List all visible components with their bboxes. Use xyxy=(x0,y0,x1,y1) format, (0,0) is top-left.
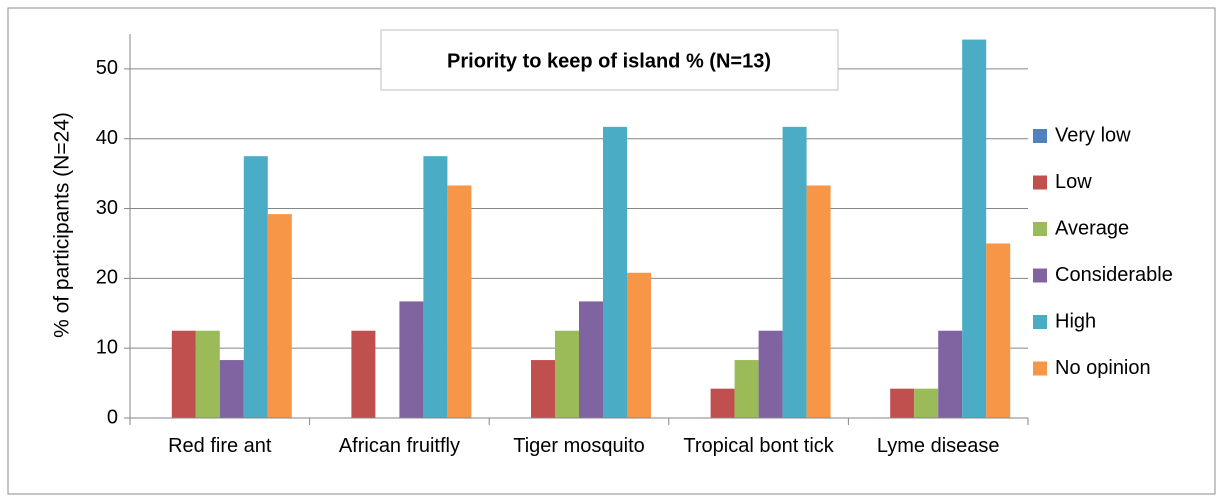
bar-low-lyme-disease xyxy=(890,388,915,418)
bar-low-tiger-mosquito xyxy=(531,360,555,418)
bar-considerable-red-fire-ant xyxy=(219,360,244,418)
x-tick-labels: Red fire ant African fruitfly Tiger mosqui… xyxy=(168,435,999,457)
y-tick-label: 50 xyxy=(96,57,118,79)
x-tick-label: Tiger mosquito xyxy=(513,435,645,457)
legend-swatch xyxy=(1033,315,1047,329)
y-tick-label: 30 xyxy=(96,197,118,219)
legend-label: High xyxy=(1055,310,1096,332)
legend-label: Low xyxy=(1055,171,1092,193)
bar-considerable-african-fruitfly xyxy=(399,301,424,418)
bar-high-tiger-mosquito xyxy=(603,126,627,418)
bar-high-red-fire-ant xyxy=(243,156,268,418)
bar-high-tropical-bont-tick xyxy=(782,126,807,418)
legend-swatch xyxy=(1033,361,1047,376)
x-tick-label: Red fire ant xyxy=(168,435,272,457)
legend-label: Very low xyxy=(1055,124,1131,146)
bar-average-tropical-bont-tick xyxy=(734,360,759,418)
legend-label: No opinion xyxy=(1055,357,1151,379)
y-tick-label: 40 xyxy=(96,127,118,149)
bar-no-opinion-tropical-bont-tick xyxy=(806,185,831,418)
bar-high-african-fruitfly xyxy=(423,156,448,418)
axes xyxy=(124,34,1029,425)
bar-low-tropical-bont-tick xyxy=(710,388,735,418)
chart-title-box: Priority to keep of island % (N=13) xyxy=(380,29,839,91)
legend-label: Considerable xyxy=(1055,264,1173,286)
legend: Very low Low Average Considerable High No opi… xyxy=(1033,124,1173,379)
bar-no-opinion-tiger-mosquito xyxy=(627,272,651,418)
legend-swatch xyxy=(1033,268,1047,283)
bar-low-african-fruitfly xyxy=(351,330,376,418)
x-tick-label: Lyme disease xyxy=(877,435,1000,457)
y-axis-label: % of participants (N=24) xyxy=(51,112,74,338)
y-tick-label: 10 xyxy=(96,336,118,358)
y-tick-label: 20 xyxy=(96,267,118,289)
bar-low-red-fire-ant xyxy=(171,330,196,418)
bar-average-lyme-disease xyxy=(914,388,939,418)
bar-high-lyme-disease xyxy=(962,39,987,419)
bar-considerable-lyme-disease xyxy=(938,330,963,418)
legend-label: Average xyxy=(1055,217,1129,239)
bar-no-opinion-african-fruitfly xyxy=(447,185,472,418)
y-tick-labels: 0 10 20 30 40 50 xyxy=(96,57,118,428)
bar-average-tiger-mosquito xyxy=(555,330,579,418)
legend-swatch xyxy=(1033,222,1047,236)
x-tick-label: Tropical bont tick xyxy=(683,435,834,457)
bar-no-opinion-red-fire-ant xyxy=(267,214,292,418)
y-tick-label: 0 xyxy=(107,406,118,428)
bar-considerable-tropical-bont-tick xyxy=(758,330,783,418)
legend-swatch xyxy=(1033,175,1047,190)
x-tick-label: African fruitfly xyxy=(339,435,460,457)
bar-no-opinion-lyme-disease xyxy=(986,243,1011,418)
bar-considerable-tiger-mosquito xyxy=(579,301,603,418)
legend-swatch xyxy=(1033,129,1047,143)
chart-title: Priority to keep of island % (N=13) xyxy=(447,50,771,72)
bar-average-red-fire-ant xyxy=(195,330,220,418)
bars xyxy=(171,39,1011,419)
